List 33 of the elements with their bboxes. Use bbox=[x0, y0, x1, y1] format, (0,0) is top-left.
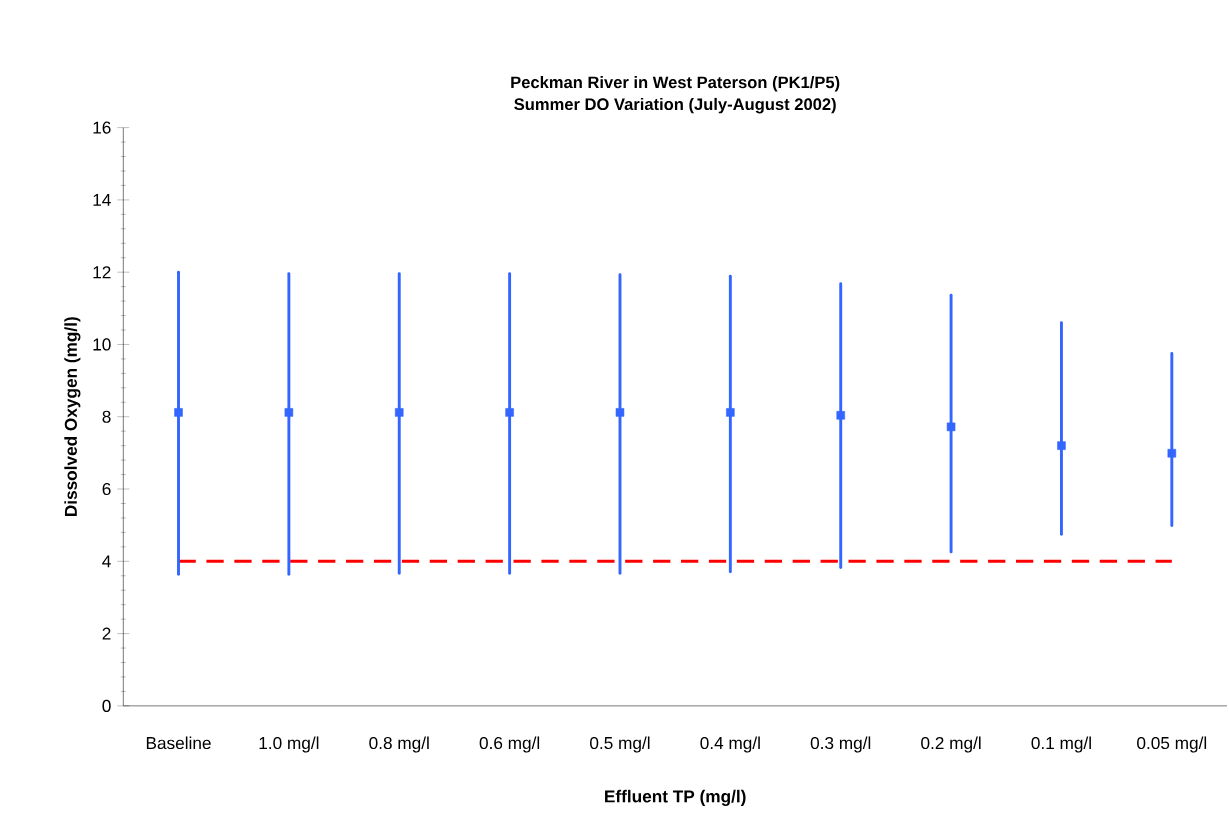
x-tick-label: Baseline bbox=[146, 736, 211, 750]
y-tick-label: 0 bbox=[102, 699, 111, 713]
y-tick-label: 6 bbox=[102, 483, 111, 496]
y-tick-label: 14 bbox=[93, 194, 111, 207]
x-tick-label: 0.1 mg/l bbox=[1031, 736, 1091, 753]
point bbox=[726, 408, 735, 417]
chart-subtitle: Summer DO Variation (July-August 2002) bbox=[514, 98, 836, 114]
x-tick-label: 0.4 mg/l bbox=[700, 736, 760, 753]
point bbox=[1167, 449, 1177, 458]
y-tick-label: 10 bbox=[93, 338, 111, 351]
x-axis-title: Effluent TP (mg/l) bbox=[605, 790, 746, 807]
point bbox=[284, 408, 294, 417]
point bbox=[505, 408, 514, 417]
x-tick-label: 0.8 mg/l bbox=[369, 736, 429, 753]
point bbox=[1057, 441, 1066, 451]
x-tick-label: 0.05 mg/l bbox=[1137, 736, 1207, 753]
point bbox=[836, 411, 845, 420]
chart-title: Peckman River in West Paterson (PK1/P5) bbox=[511, 76, 840, 92]
y-tick-label: 2 bbox=[102, 627, 111, 640]
point bbox=[394, 408, 404, 417]
x-tick-label: 0.6 mg/l bbox=[479, 736, 540, 753]
x-tick-label: 0.3 mg/l bbox=[810, 736, 871, 753]
y-tick-label: 12 bbox=[93, 266, 111, 279]
y-tick-label: 4 bbox=[102, 555, 111, 568]
point bbox=[174, 408, 183, 417]
x-tick-label: 0.5 mg/l bbox=[590, 736, 650, 753]
x-tick-label: 0.2 mg/l bbox=[921, 736, 981, 753]
y-axis-title: Dissolved Oxygen (mg/l) bbox=[64, 317, 81, 517]
y-tick-label: 16 bbox=[93, 121, 111, 134]
y-tick-label: 8 bbox=[102, 410, 111, 424]
point bbox=[946, 422, 956, 432]
point bbox=[615, 408, 625, 417]
x-tick-label: 1.0 mg/l bbox=[259, 736, 319, 753]
